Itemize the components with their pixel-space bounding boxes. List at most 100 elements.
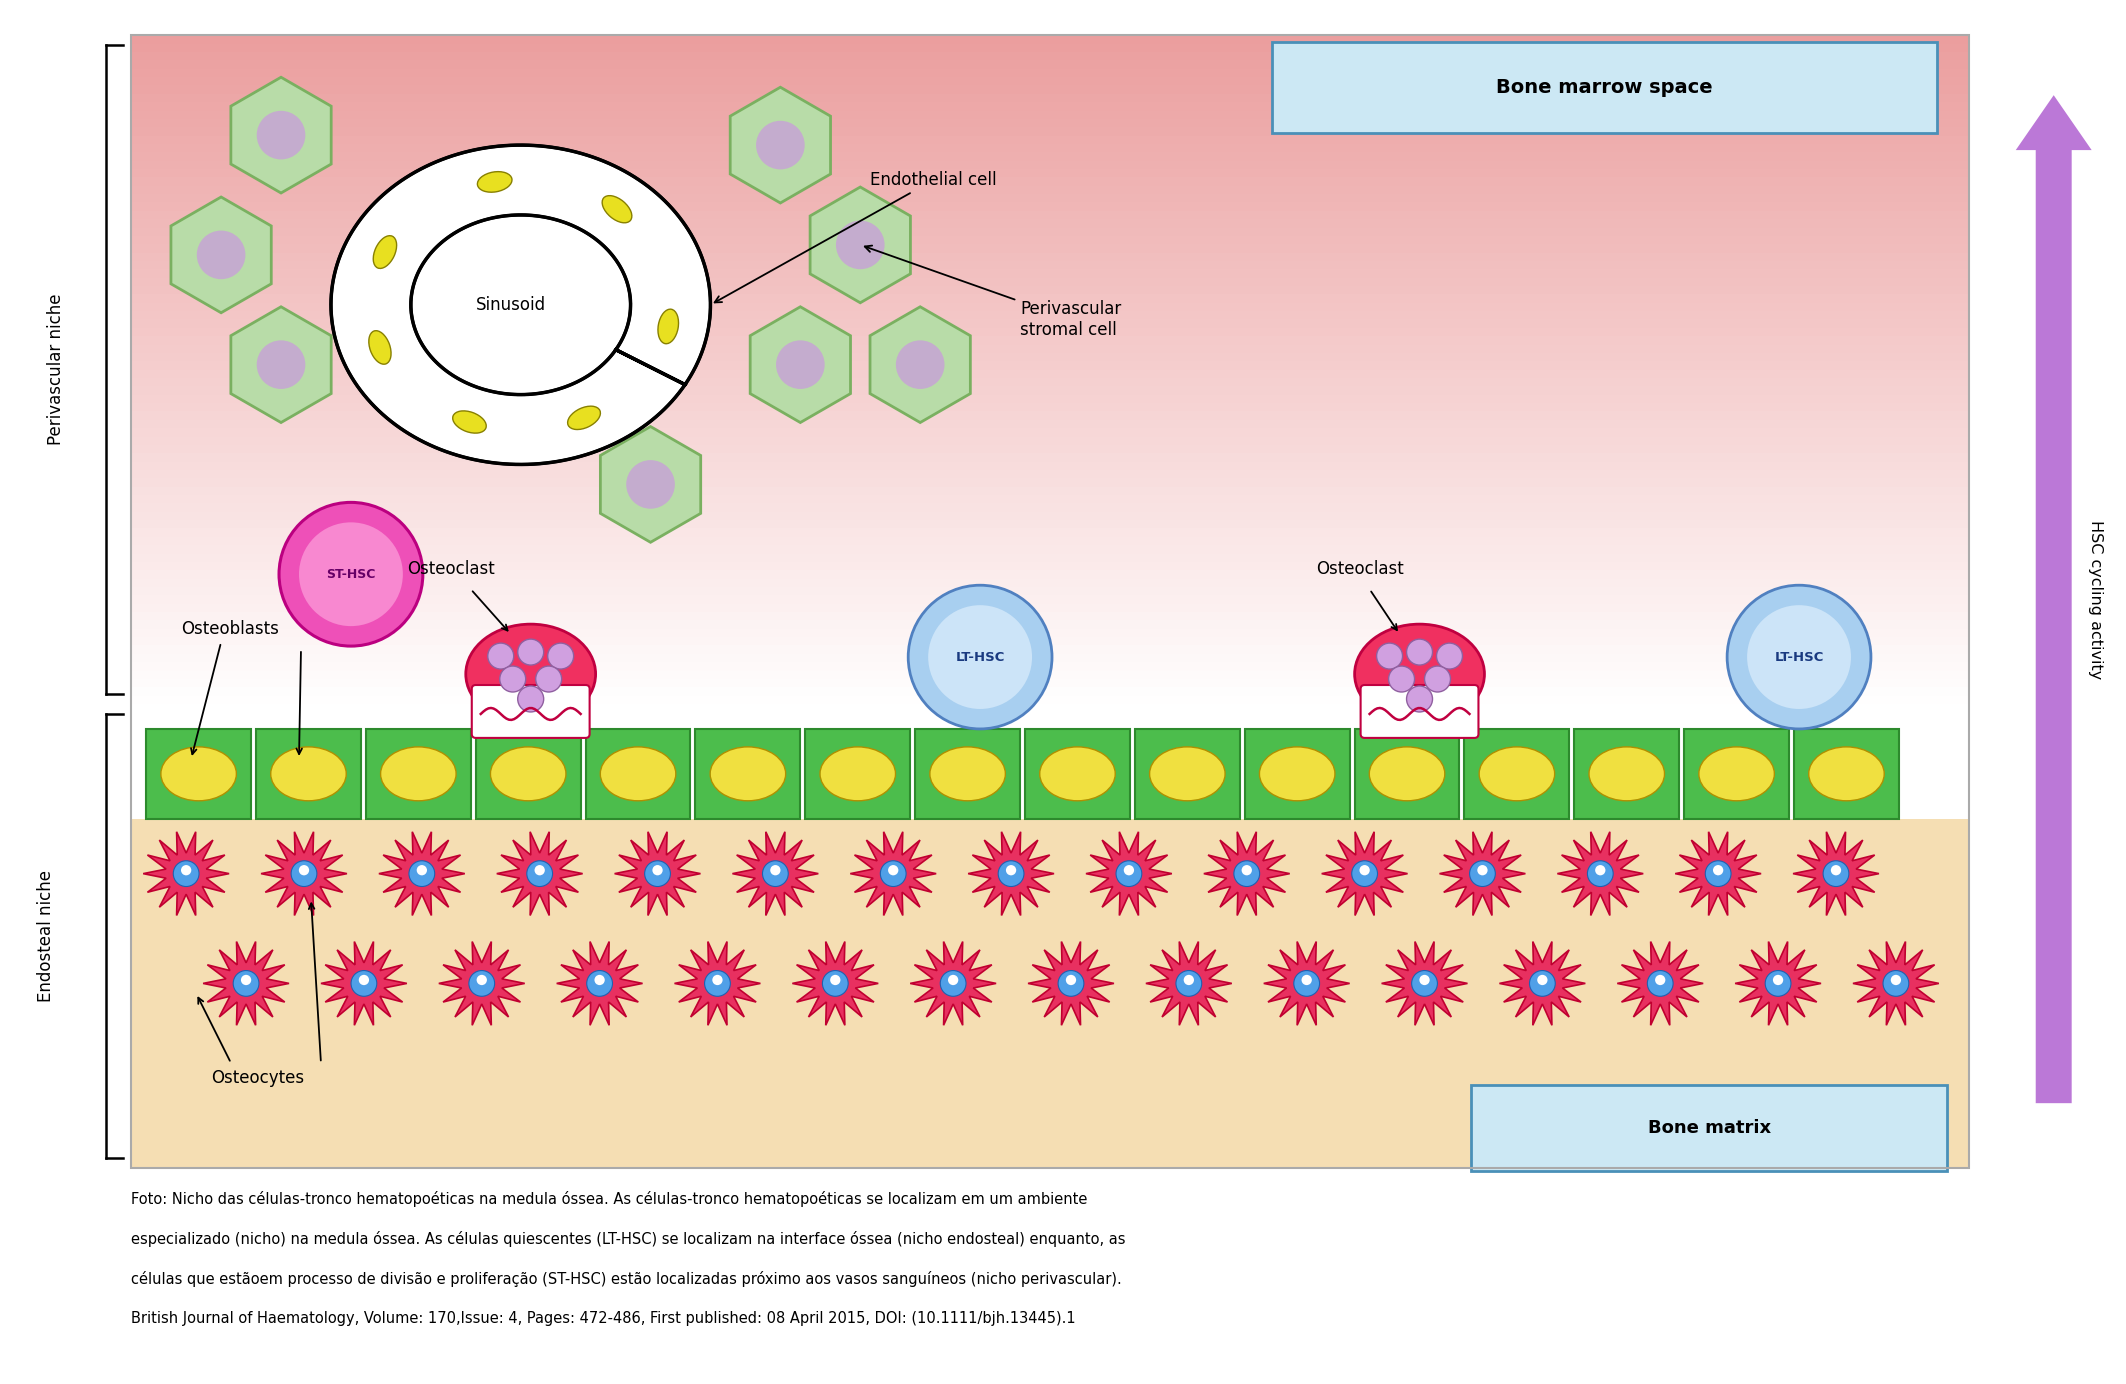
Ellipse shape <box>453 411 487 433</box>
Bar <box>132 177 1969 185</box>
Polygon shape <box>1203 832 1290 915</box>
Bar <box>132 210 1969 219</box>
Polygon shape <box>1499 941 1586 1026</box>
Polygon shape <box>438 941 525 1026</box>
Polygon shape <box>729 87 831 203</box>
Bar <box>132 495 1969 504</box>
Bar <box>132 127 1969 136</box>
Bar <box>132 487 1969 495</box>
Bar <box>366 729 470 819</box>
Circle shape <box>359 974 370 985</box>
Bar <box>132 353 1969 361</box>
Ellipse shape <box>374 235 398 268</box>
Bar <box>132 462 1969 471</box>
Circle shape <box>1420 974 1429 985</box>
Bar <box>132 136 1969 144</box>
Text: Sinusoid: Sinusoid <box>476 296 546 314</box>
Polygon shape <box>1792 832 1879 915</box>
Bar <box>132 471 1969 479</box>
Text: ST-HSC: ST-HSC <box>325 567 376 581</box>
Circle shape <box>1588 861 1614 887</box>
Text: HSC cycling activity: HSC cycling activity <box>2088 519 2103 678</box>
Circle shape <box>1648 970 1673 996</box>
Circle shape <box>1352 861 1378 887</box>
Bar <box>132 286 1969 295</box>
Circle shape <box>1654 974 1665 985</box>
Bar <box>132 386 1969 394</box>
Bar <box>132 278 1969 286</box>
Circle shape <box>1006 865 1016 875</box>
Bar <box>132 579 1969 587</box>
Circle shape <box>644 861 670 887</box>
Polygon shape <box>378 832 466 915</box>
Text: Osteoblasts: Osteoblasts <box>181 620 279 638</box>
Bar <box>132 270 1969 278</box>
Circle shape <box>1830 865 1841 875</box>
Polygon shape <box>1029 941 1114 1026</box>
Bar <box>132 102 1969 111</box>
Bar <box>132 194 1969 202</box>
Circle shape <box>1537 974 1548 985</box>
Bar <box>132 119 1969 127</box>
Circle shape <box>627 459 674 509</box>
Circle shape <box>704 970 731 996</box>
Ellipse shape <box>1150 747 1225 801</box>
Bar <box>132 411 1969 419</box>
Polygon shape <box>232 78 332 192</box>
Circle shape <box>895 340 944 389</box>
Bar <box>132 152 1969 161</box>
Bar <box>132 295 1969 303</box>
Circle shape <box>1059 970 1084 996</box>
Polygon shape <box>750 307 850 422</box>
Circle shape <box>1184 974 1195 985</box>
Bar <box>132 378 1969 386</box>
Circle shape <box>198 231 244 280</box>
Text: células que estãoem processo de divisão e proliferação (ST-HSC) estão localizada: células que estãoem processo de divisão … <box>132 1271 1123 1287</box>
Bar <box>1465 729 1569 819</box>
Bar <box>132 403 1969 411</box>
Circle shape <box>300 522 402 626</box>
Circle shape <box>408 861 434 887</box>
Bar <box>132 320 1969 328</box>
Bar <box>132 78 1969 86</box>
Polygon shape <box>142 832 230 915</box>
Bar <box>132 428 1969 436</box>
Polygon shape <box>614 832 699 915</box>
Ellipse shape <box>710 747 787 801</box>
Bar <box>132 69 1969 78</box>
Polygon shape <box>1675 832 1760 915</box>
Bar <box>806 729 910 819</box>
Circle shape <box>519 639 544 666</box>
Circle shape <box>1890 974 1901 985</box>
Text: British Journal of Haematology, Volume: 170,Issue: 4, Pages: 472-486, First publ: British Journal of Haematology, Volume: … <box>132 1311 1076 1326</box>
Circle shape <box>1714 865 1724 875</box>
Polygon shape <box>967 832 1054 915</box>
Bar <box>132 595 1969 603</box>
Polygon shape <box>261 832 347 915</box>
Polygon shape <box>497 832 583 915</box>
Ellipse shape <box>1699 747 1775 801</box>
Ellipse shape <box>821 747 895 801</box>
Circle shape <box>1407 639 1433 666</box>
Ellipse shape <box>602 195 631 223</box>
Text: Foto: Nicho das células-tronco hematopoéticas na medula óssea. As células-tronco: Foto: Nicho das células-tronco hematopoé… <box>132 1192 1089 1207</box>
Bar <box>1575 729 1680 819</box>
Polygon shape <box>910 941 997 1026</box>
Polygon shape <box>1854 941 1939 1026</box>
Text: Osteocytes: Osteocytes <box>210 1070 304 1088</box>
Circle shape <box>1176 970 1201 996</box>
Bar <box>132 529 1969 537</box>
Polygon shape <box>810 187 910 303</box>
Bar <box>132 185 1969 194</box>
Circle shape <box>1529 970 1556 996</box>
Circle shape <box>1359 865 1369 875</box>
Circle shape <box>1824 861 1850 887</box>
Bar <box>132 144 1969 152</box>
Polygon shape <box>1146 941 1231 1026</box>
Circle shape <box>476 974 487 985</box>
Bar <box>132 328 1969 336</box>
Polygon shape <box>674 941 761 1026</box>
Circle shape <box>1594 865 1605 875</box>
Bar <box>132 94 1969 102</box>
Circle shape <box>653 865 663 875</box>
